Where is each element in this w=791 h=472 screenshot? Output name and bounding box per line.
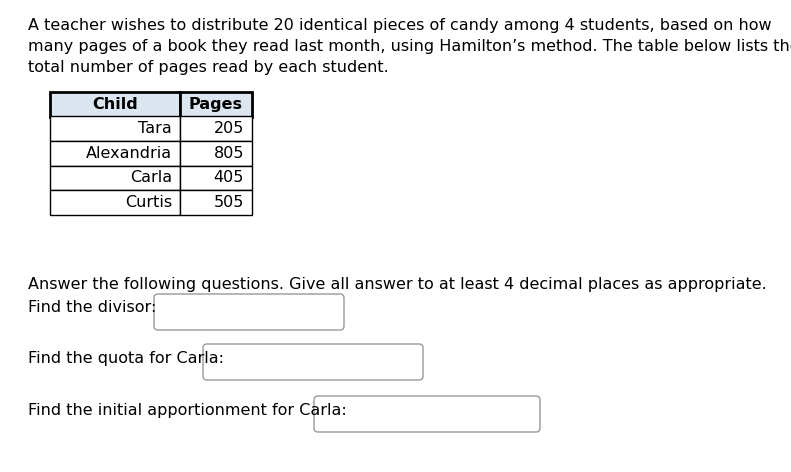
Bar — [50, 141, 180, 166]
Text: Alexandria: Alexandria — [86, 146, 172, 161]
Bar — [180, 92, 252, 117]
Text: Child: Child — [92, 97, 138, 112]
Text: 805: 805 — [214, 146, 244, 161]
Text: Pages: Pages — [189, 97, 243, 112]
Bar — [50, 92, 180, 117]
Text: 205: 205 — [214, 121, 244, 136]
Bar — [50, 166, 180, 190]
Text: A teacher wishes to distribute 20 identical pieces of candy among 4 students, ba: A teacher wishes to distribute 20 identi… — [28, 18, 791, 75]
Text: Tara: Tara — [138, 121, 172, 136]
Text: Find the initial apportionment for Carla:: Find the initial apportionment for Carla… — [28, 403, 346, 418]
Text: Answer the following questions. Give all answer to at least 4 decimal places as : Answer the following questions. Give all… — [28, 277, 766, 292]
Bar — [180, 117, 252, 141]
Text: Find the divisor:: Find the divisor: — [28, 301, 157, 315]
Text: Curtis: Curtis — [125, 195, 172, 210]
Bar — [180, 166, 252, 190]
Bar — [180, 190, 252, 214]
Text: 505: 505 — [214, 195, 244, 210]
Text: 405: 405 — [214, 170, 244, 185]
Text: Find the quota for Carla:: Find the quota for Carla: — [28, 351, 224, 365]
FancyBboxPatch shape — [154, 294, 344, 330]
Bar — [180, 141, 252, 166]
Bar — [50, 117, 180, 141]
FancyBboxPatch shape — [314, 396, 540, 432]
FancyBboxPatch shape — [203, 344, 423, 380]
Text: Carla: Carla — [130, 170, 172, 185]
Bar — [50, 190, 180, 214]
